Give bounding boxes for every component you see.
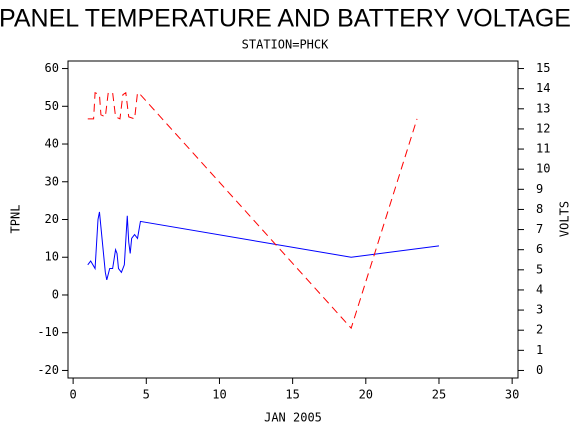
x-tick-label: 5: [143, 388, 150, 402]
y2-tick-label: 3: [536, 303, 543, 317]
y2-tick-label: 1: [536, 343, 543, 357]
chart-title: PANEL TEMPERATURE AND BATTERY VOLTAGE: [0, 5, 570, 33]
y-tick-label: 50: [45, 99, 59, 113]
x-tick-label: 30: [505, 388, 519, 402]
x-axis-label: JAN 2005: [264, 411, 322, 425]
series-line: [87, 211, 440, 281]
y-tick-label: -20: [37, 363, 59, 377]
y-tick-label: 10: [45, 250, 59, 264]
y2-tick-label: 5: [536, 262, 543, 276]
y2-tick-label: 10: [536, 162, 550, 176]
series-line: [87, 91, 418, 330]
chart-subtitle: STATION=PHCK: [242, 38, 329, 52]
x-tick-label: 25: [432, 388, 446, 402]
y-tick-label: -10: [37, 325, 59, 339]
y2-tick-label: 4: [536, 282, 543, 296]
x-tick-label: 10: [212, 388, 226, 402]
y2-tick-label: 13: [536, 101, 550, 115]
y2-axis-label: VOLTS: [558, 201, 570, 237]
y2-tick-label: 8: [536, 202, 543, 216]
x-tick-label: 20: [359, 388, 373, 402]
x-tick-label: 15: [285, 388, 299, 402]
y2-tick-label: 14: [536, 81, 550, 95]
y2-tick-label: 2: [536, 323, 543, 337]
y-tick-label: 40: [45, 137, 59, 151]
y2-tick-label: 7: [536, 222, 543, 236]
y-tick-label: 0: [52, 287, 59, 301]
y-tick-label: 30: [45, 174, 59, 188]
y2-tick-label: 6: [536, 242, 543, 256]
y2-tick-label: 11: [536, 142, 550, 156]
x-tick-label: 0: [70, 388, 77, 402]
y2-tick-label: 0: [536, 363, 543, 377]
y-axis-label: TPNL: [9, 205, 23, 234]
y2-tick-label: 15: [536, 61, 550, 75]
y2-tick-label: 12: [536, 121, 550, 135]
y-tick-label: 60: [45, 61, 59, 75]
y-tick-label: 20: [45, 212, 59, 226]
y2-tick-label: 9: [536, 182, 543, 196]
